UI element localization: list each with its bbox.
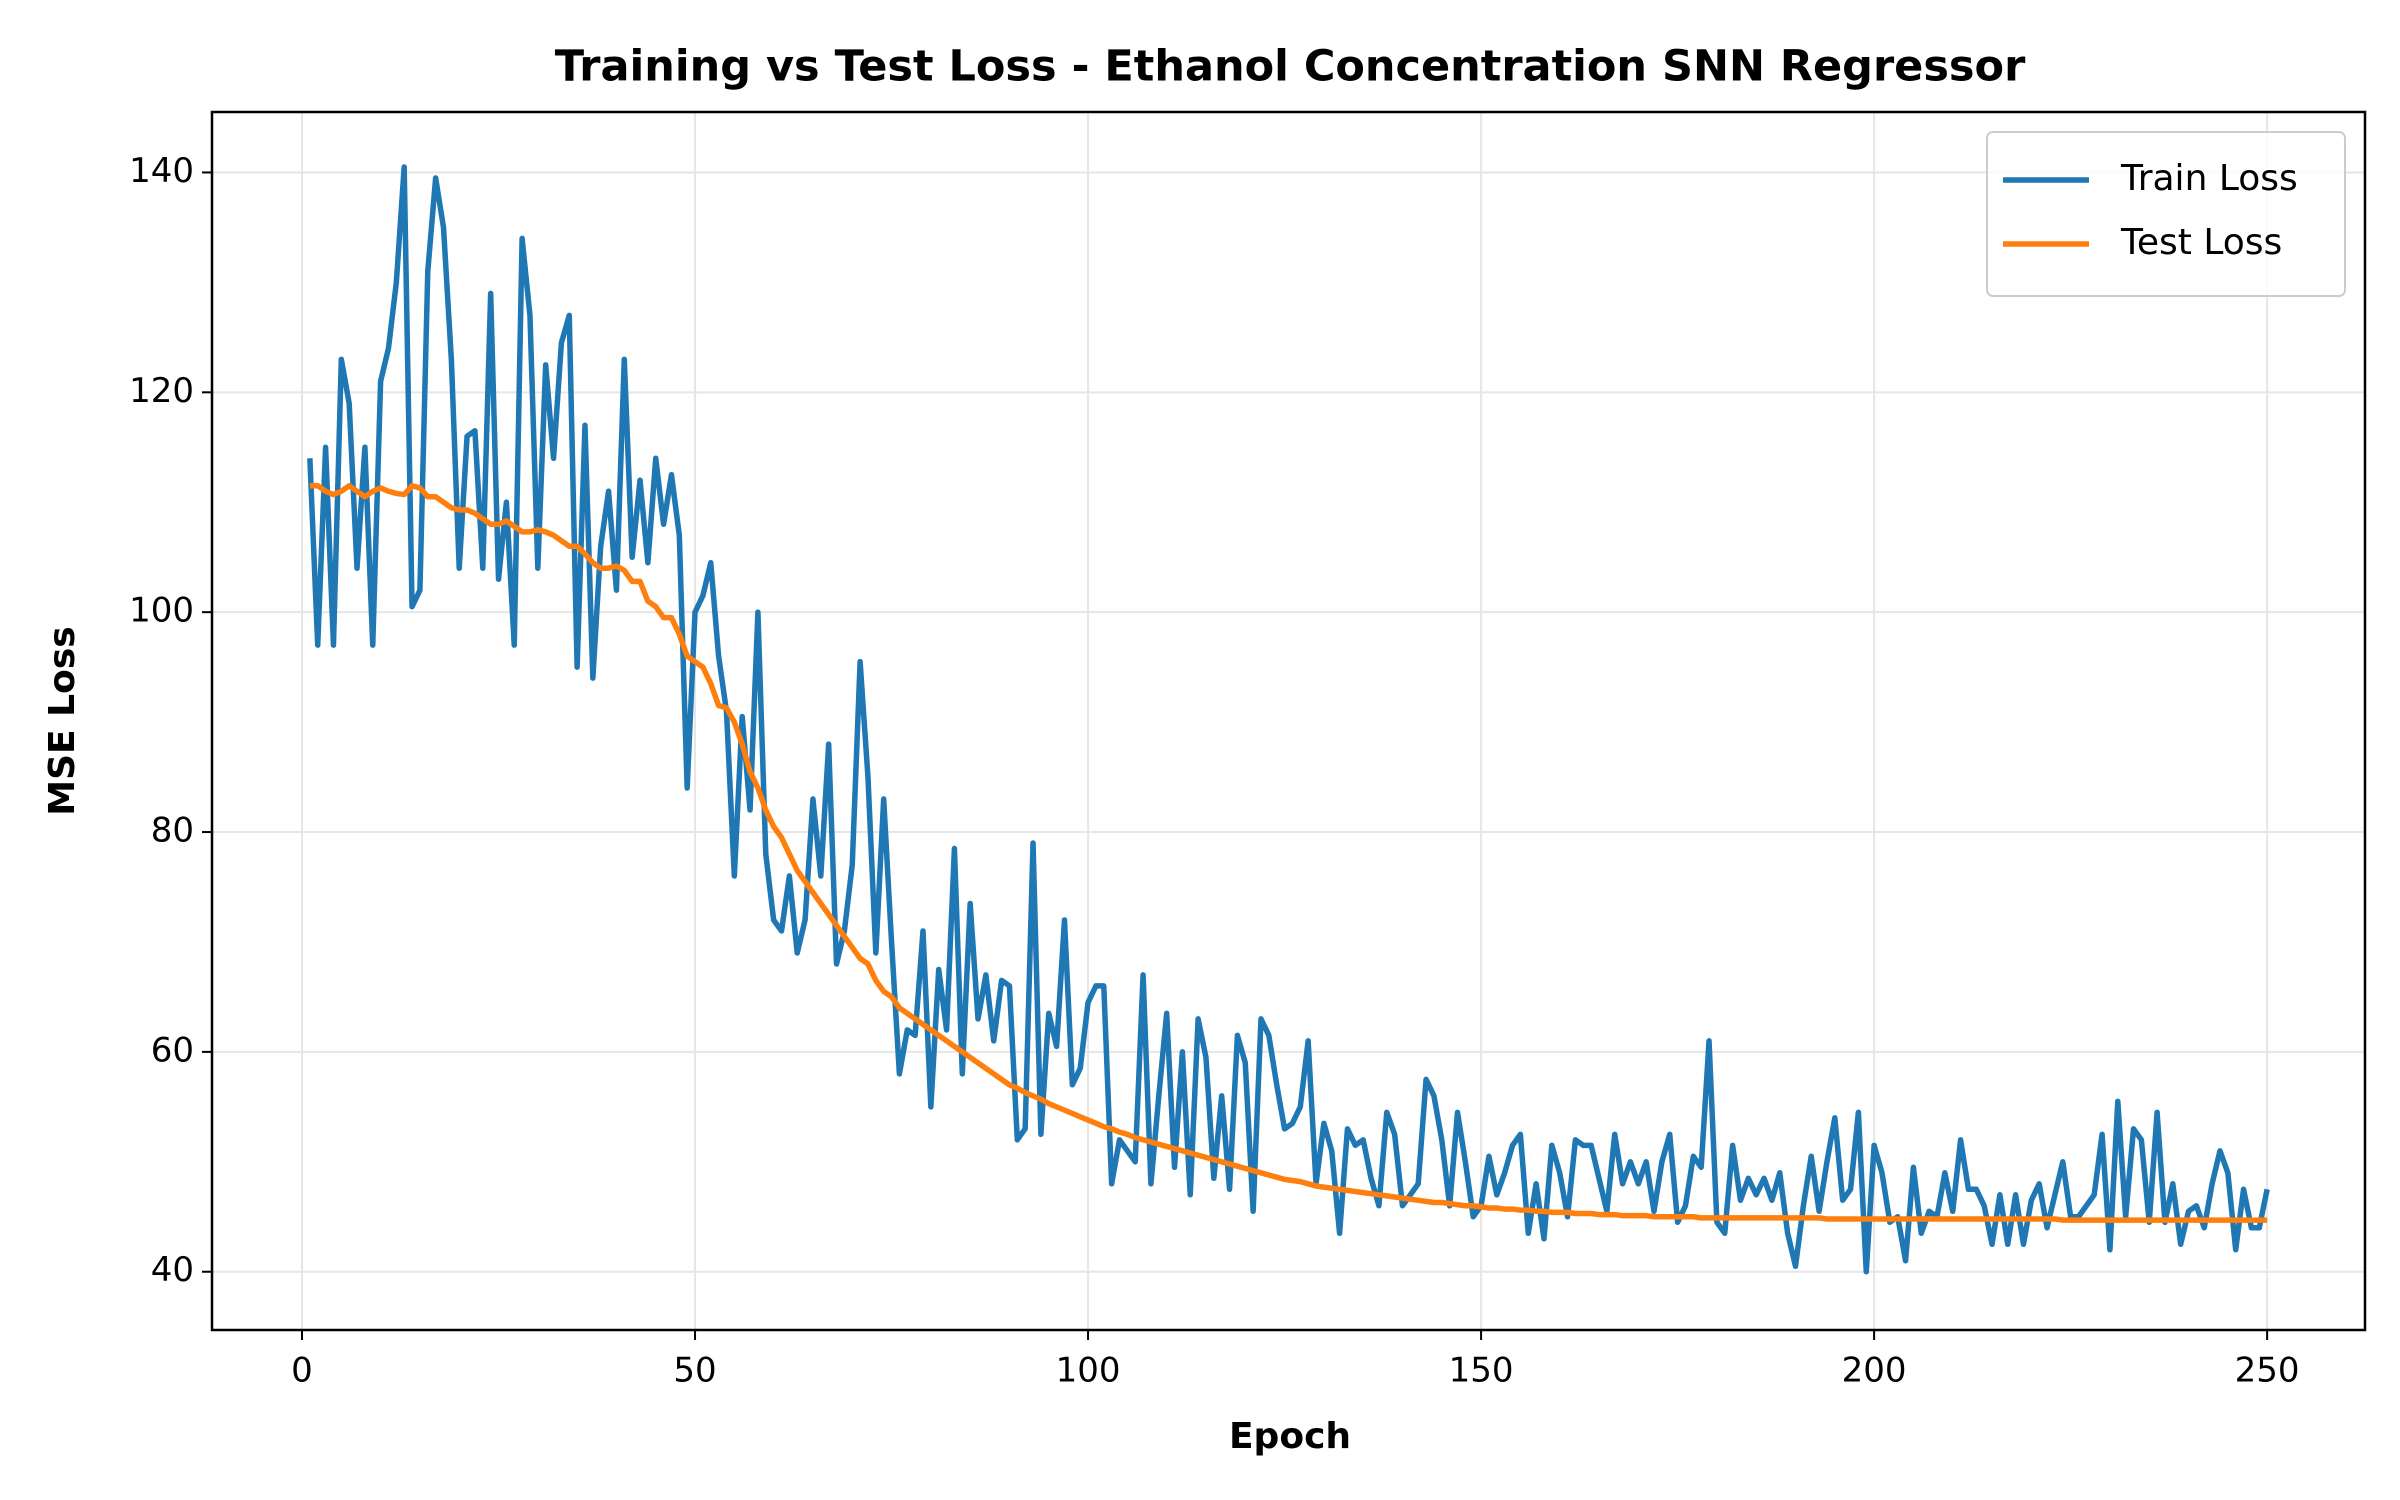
x-tick-label: 150: [1449, 1351, 1514, 1391]
axes: 0 50 100 150 200 250 40 60 80 100 120 140: [129, 151, 2299, 1391]
plot-frame: [210, 110, 2367, 1332]
x-tick-label: 250: [2235, 1351, 2300, 1391]
x-tick-label: 200: [1842, 1351, 1907, 1391]
x-tick-label: 0: [291, 1351, 313, 1391]
y-tick-label: 120: [129, 371, 194, 411]
y-axis-label: MSE Loss: [42, 626, 83, 815]
data-line: [309, 483, 2268, 1223]
x-tick-label: 100: [1056, 1351, 1121, 1391]
legend-box: [1986, 131, 2346, 297]
y-tick-label: 100: [129, 591, 194, 631]
grid: [212, 112, 2365, 1330]
plot-lines: [307, 164, 2270, 1275]
legend: Train Loss Test Loss: [1986, 131, 2346, 297]
legend-label: Train Loss: [2120, 158, 2298, 199]
legend-label: Test Loss: [2120, 222, 2282, 263]
y-tick-label: 140: [129, 151, 194, 191]
y-tick-label: 80: [151, 811, 194, 851]
y-tick-label: 40: [151, 1250, 194, 1290]
x-tick-label: 50: [673, 1351, 716, 1391]
chart-title: Training vs Test Loss - Ethanol Concentr…: [555, 42, 2026, 92]
data-line: [307, 164, 2270, 1275]
x-axis-label: Epoch: [1229, 1416, 1351, 1457]
y-tick-label: 60: [151, 1030, 194, 1070]
